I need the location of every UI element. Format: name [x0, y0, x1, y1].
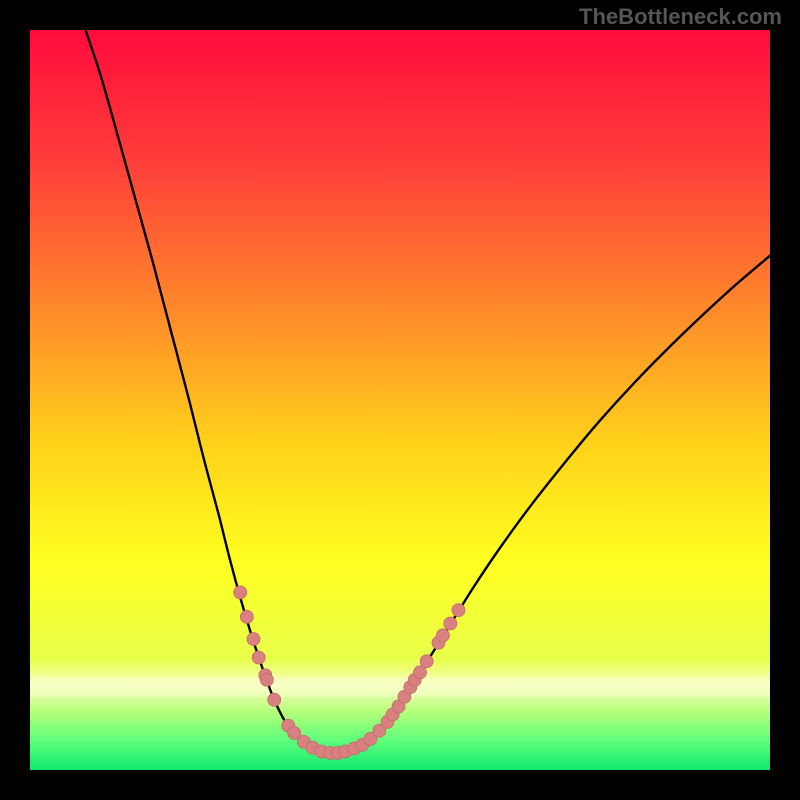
- chart-frame: TheBottleneck.com: [0, 0, 800, 800]
- plot-svg: [30, 30, 770, 770]
- curve-marker: [420, 655, 433, 668]
- curve-marker: [240, 610, 253, 623]
- curve-marker: [436, 629, 449, 642]
- plot-area: [30, 30, 770, 770]
- curve-marker: [234, 586, 247, 599]
- background-rect: [30, 30, 770, 770]
- curve-marker: [247, 633, 260, 646]
- watermark-text: TheBottleneck.com: [579, 4, 782, 30]
- curve-marker: [260, 673, 273, 686]
- curve-marker: [452, 604, 465, 617]
- curve-marker: [252, 651, 265, 664]
- curve-marker: [444, 617, 457, 630]
- curve-marker: [268, 693, 281, 706]
